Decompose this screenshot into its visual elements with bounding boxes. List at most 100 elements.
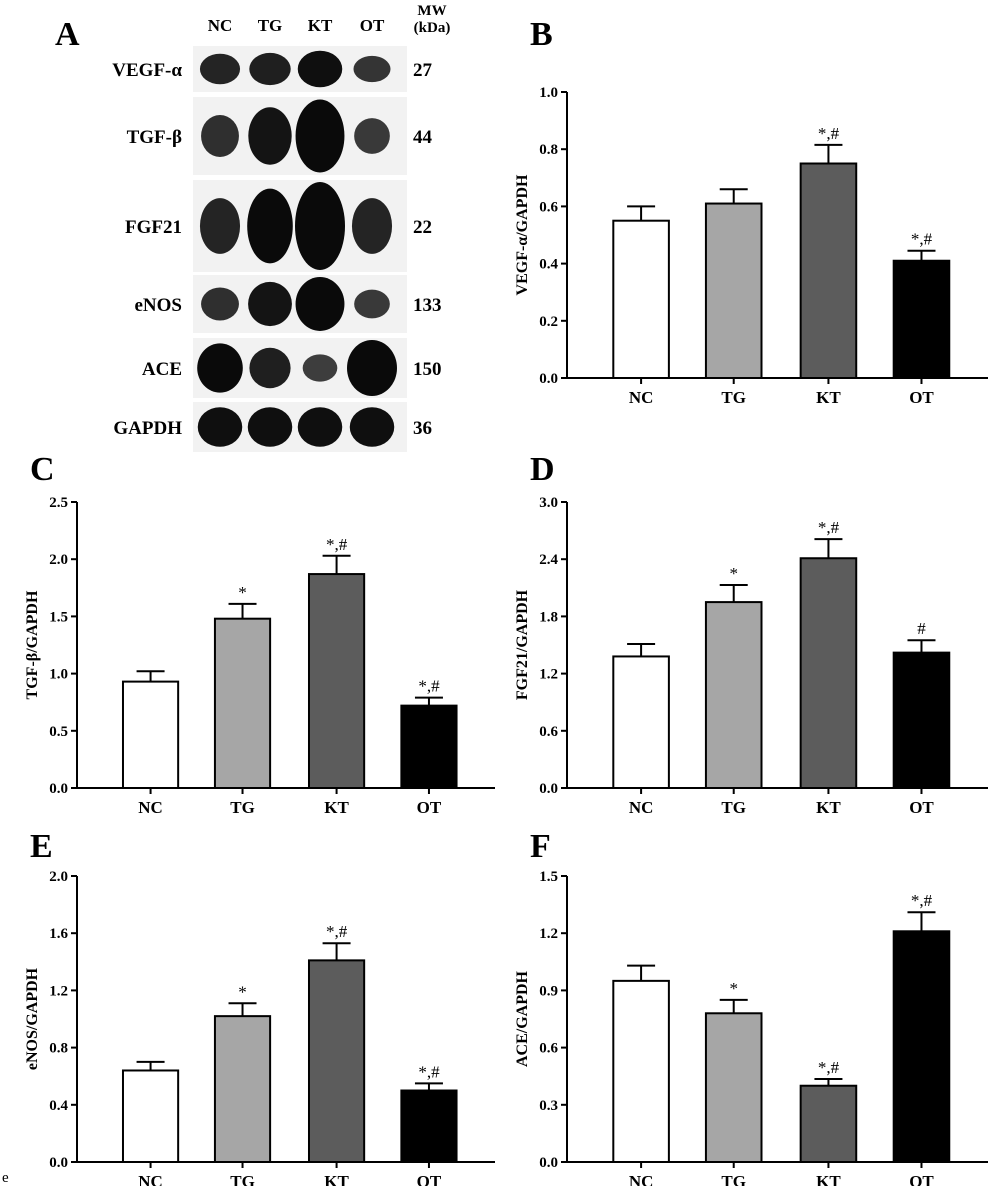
bar: [799, 557, 858, 789]
y-tick-label: 0.0: [539, 371, 558, 387]
blot-row: ACE 150: [142, 338, 442, 398]
y-tick-label: 2.4: [539, 552, 558, 568]
bar: [612, 219, 670, 379]
y-tick-label: 0.4: [539, 257, 558, 273]
panel-label: E: [30, 828, 53, 865]
blot-band: [295, 99, 345, 173]
chart-panel-c: C 0.0 0.5 1.0 1.5 2.0 2.5 TGF-β/GAPDH NC TG * KT *,#…: [24, 451, 495, 817]
blot-band: [302, 354, 338, 382]
blot-lane-label: TG: [258, 16, 283, 35]
x-category-label: KT: [324, 798, 349, 817]
y-tick-label: 2.0: [49, 869, 68, 885]
y-tick-label: 0.0: [49, 781, 68, 797]
bar: [799, 1084, 858, 1163]
y-axis-label: VEGF-α/GAPDH: [514, 174, 531, 295]
blot-band: [199, 198, 241, 254]
blot-mw-value: 150: [413, 359, 442, 380]
y-tick-label: 1.5: [539, 869, 558, 885]
blot-protein-label: FGF21: [125, 217, 182, 238]
y-tick-label: 0.5: [49, 724, 68, 740]
bar: [307, 573, 366, 790]
bar: [892, 259, 951, 379]
blot-band: [249, 52, 291, 86]
x-category-label: TG: [721, 388, 746, 407]
blot-band: [201, 115, 239, 157]
x-category-label: KT: [816, 1172, 841, 1186]
significance-marker: *: [238, 583, 247, 602]
bar: [892, 651, 951, 789]
bar: [704, 1012, 763, 1164]
y-tick-label: 1.6: [49, 926, 68, 942]
bar: [213, 617, 272, 789]
x-category-label: NC: [629, 388, 654, 407]
blot-mw-value: 133: [413, 295, 442, 316]
y-axis-label: FGF21/GAPDH: [514, 589, 531, 700]
stray-character: e: [2, 1170, 9, 1186]
y-tick-label: 2.5: [49, 495, 68, 511]
significance-marker: *,#: [818, 124, 840, 143]
y-axis-label: TGF-β/GAPDH: [24, 590, 41, 699]
blot-mw-value: 22: [413, 217, 432, 238]
blot-band: [248, 107, 292, 165]
panel-label-a: A: [55, 16, 80, 53]
bar: [400, 1089, 458, 1163]
blot-band: [295, 277, 345, 331]
x-category-label: NC: [138, 1172, 163, 1186]
y-tick-label: 1.2: [49, 983, 68, 999]
bar: [704, 601, 763, 789]
blot-lane-label: NC: [208, 16, 233, 35]
y-axis-label: eNOS/GAPDH: [24, 967, 41, 1070]
blot-band: [351, 198, 393, 254]
blot-band: [201, 287, 239, 321]
x-category-label: OT: [909, 388, 934, 407]
x-category-label: NC: [629, 1172, 654, 1186]
y-tick-label: 0.8: [49, 1041, 68, 1057]
bar: [612, 655, 670, 789]
significance-marker: *,#: [911, 891, 933, 910]
blot-band: [197, 343, 243, 393]
bar: [121, 1069, 180, 1163]
blot-band: [354, 289, 390, 319]
bar: [400, 704, 458, 790]
y-tick-label: 0.6: [539, 1041, 558, 1057]
y-tick-label: 1.0: [49, 667, 68, 683]
blot-row: VEGF-α 27: [112, 46, 433, 92]
blot-band: [247, 188, 293, 264]
blot-band: [199, 53, 241, 85]
y-tick-label: 1.0: [539, 85, 558, 101]
blot-protein-label: VEGF-α: [112, 60, 182, 81]
x-category-label: TG: [230, 798, 255, 817]
bar: [121, 680, 180, 789]
blot-band: [297, 407, 343, 447]
bar: [612, 979, 670, 1163]
x-category-label: TG: [230, 1172, 255, 1186]
significance-marker: *,#: [326, 535, 348, 554]
y-tick-label: 1.2: [539, 667, 558, 683]
blot-lane-labels: NC TG KT OT: [208, 16, 385, 35]
mw-unit: (kDa): [414, 20, 451, 36]
blot-protein-label: TGF-β: [127, 127, 182, 148]
blot-protein-label: GAPDH: [113, 418, 182, 439]
western-blot-panel: A NC TG KT OT MW (kDa) VEGF-α 27 TGF-β 44 FGF21…: [55, 3, 450, 452]
x-category-label: OT: [909, 1172, 934, 1186]
x-category-label: KT: [324, 1172, 349, 1186]
y-tick-label: 0.9: [539, 983, 558, 999]
panel-label: F: [530, 828, 551, 865]
x-category-label: TG: [721, 1172, 746, 1186]
x-category-label: OT: [417, 1172, 442, 1186]
bar: [307, 959, 366, 1163]
significance-marker: *,#: [818, 518, 840, 537]
y-axis-label: ACE/GAPDH: [514, 970, 531, 1067]
y-tick-label: 0.0: [539, 1155, 558, 1171]
panel-label: C: [30, 451, 55, 488]
y-tick-label: 0.4: [49, 1098, 68, 1114]
significance-marker: *: [238, 982, 247, 1001]
blot-band: [354, 118, 390, 154]
blot-mw-value: 27: [413, 60, 433, 81]
blot-band: [347, 340, 397, 396]
significance-marker: *: [729, 979, 738, 998]
chart-panel-d: D 0.0 0.6 1.2 1.8 2.4 3.0 FGF21/GAPDH NC TG * KT *,#…: [514, 451, 988, 817]
blot-row: FGF21 22: [125, 180, 432, 272]
x-category-label: OT: [417, 798, 442, 817]
blot-band: [197, 407, 243, 447]
